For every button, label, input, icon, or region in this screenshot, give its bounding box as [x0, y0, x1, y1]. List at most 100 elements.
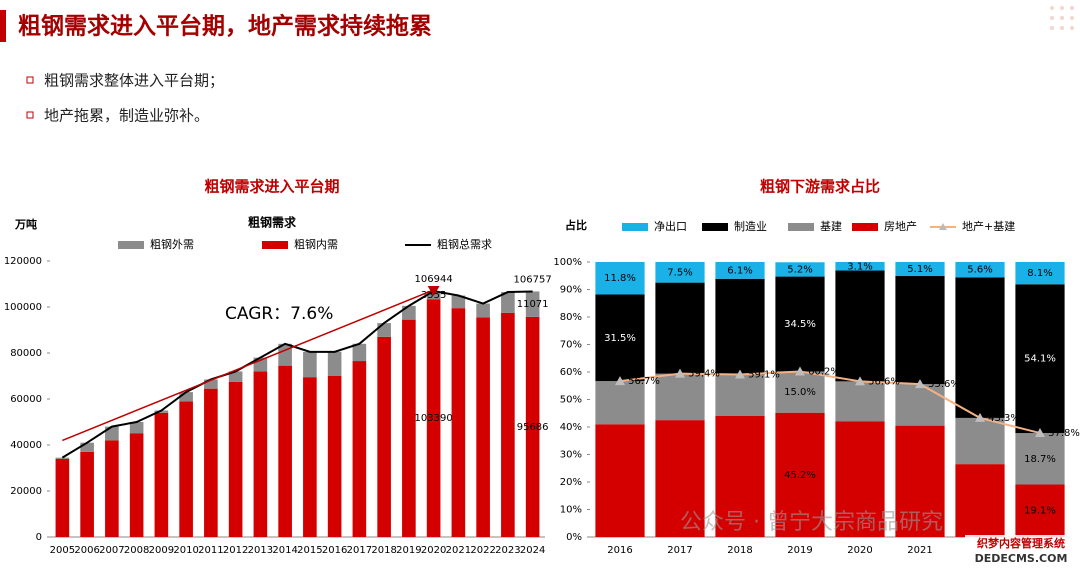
data-label: 7.5% — [667, 267, 692, 278]
line-marker — [1035, 428, 1045, 438]
legend-label: 粗钢总需求 — [437, 237, 492, 251]
bar-segment — [1015, 433, 1065, 485]
bullet-marker — [26, 76, 34, 84]
y-tick-label: 30% — [560, 450, 582, 461]
bar-segment — [228, 371, 243, 382]
bar-segment — [835, 270, 885, 382]
bar-segment — [303, 377, 317, 537]
bar-segment — [895, 384, 945, 426]
bar-segment — [525, 316, 540, 537]
legend-label: 房地产 — [884, 219, 917, 233]
bar-segment — [595, 424, 645, 537]
y-tick-label: 60% — [560, 367, 582, 378]
bar-segment — [129, 422, 144, 434]
chart-heading: 粗钢需求进入平台期 — [204, 178, 339, 196]
bar-segment — [451, 295, 466, 309]
bar-segment — [715, 262, 765, 279]
data-label: 18.7% — [1024, 454, 1056, 465]
data-label: 59.1% — [748, 369, 780, 380]
data-label: 11071 — [517, 299, 549, 310]
data-label: 106757 — [514, 274, 552, 285]
y-tick-label: 120000 — [4, 256, 42, 267]
y-tick-label: 80% — [560, 312, 582, 323]
data-label: 55.6% — [928, 379, 960, 390]
x-tick-label: 2022 — [470, 545, 495, 556]
line-marker — [915, 379, 925, 389]
bar-segment — [154, 410, 169, 413]
y-tick-label: 40000 — [10, 440, 42, 451]
bar-segment — [835, 421, 885, 537]
line-marker — [795, 366, 805, 376]
y-tick-label: 90% — [560, 285, 582, 296]
y-tick-label: 40% — [560, 422, 582, 433]
bar-segment — [835, 262, 885, 271]
y-tick-label: 100000 — [4, 302, 42, 313]
legend-label: 地产+基建 — [962, 219, 1015, 233]
x-tick-label: 2018 — [371, 545, 396, 556]
line-marker — [975, 412, 985, 422]
x-tick-label: 2010 — [173, 545, 198, 556]
bar-segment — [105, 440, 119, 537]
data-label: 15.0% — [784, 387, 816, 398]
bar-segment — [55, 457, 70, 459]
bar-segment — [1015, 262, 1065, 285]
x-tick-label: 2016 — [322, 545, 347, 556]
bar-segment — [775, 371, 825, 413]
chart-heading: 粗钢下游需求占比 — [760, 178, 880, 196]
data-label: 5.6% — [967, 265, 992, 276]
bar-segment — [154, 412, 169, 537]
x-tick-label: 2006 — [74, 545, 99, 556]
legend-label: 粗钢外需 — [150, 238, 194, 251]
bar-segment — [179, 401, 193, 537]
legend-swatch — [262, 241, 288, 249]
x-tick-label: 2016 — [607, 545, 632, 556]
x-tick-label: 2021 — [907, 545, 932, 556]
bar-segment — [129, 433, 144, 537]
x-tick-label: 2019 — [396, 545, 421, 556]
line — [61, 289, 533, 459]
x-tick-label: 2007 — [99, 545, 124, 556]
line-marker — [855, 376, 865, 386]
x-tick-label: 2013 — [248, 545, 273, 556]
data-label: 54.1% — [1024, 354, 1056, 365]
bar-segment — [715, 374, 765, 416]
bar-segment — [327, 376, 342, 537]
bar-segment — [377, 336, 391, 537]
legend-marker — [939, 223, 947, 230]
bar-segment — [55, 458, 70, 537]
line-marker — [675, 368, 685, 378]
bar-segment — [352, 343, 367, 362]
data-label: 37.8% — [1048, 428, 1080, 439]
data-label: 43.3% — [988, 413, 1020, 424]
trend-arrow — [62, 289, 434, 442]
decor-dots — [1050, 6, 1074, 30]
data-label: 6.1% — [727, 265, 752, 276]
bar-segment — [204, 379, 218, 389]
data-label: 5.1% — [907, 264, 932, 275]
bar-segment — [715, 416, 765, 537]
bar-segment — [1015, 484, 1065, 537]
x-tick-label: 2005 — [50, 545, 75, 556]
bullet: 地产拖累，制造业弥补。 — [44, 107, 209, 125]
bar-segment — [476, 303, 490, 318]
legend-swatch — [118, 241, 144, 249]
y-tick-label: 0 — [36, 532, 42, 543]
data-label: 59.4% — [688, 369, 720, 380]
bar-segment — [327, 351, 342, 376]
data-label: 95686 — [517, 422, 549, 433]
badge: DEDECMS.COM — [975, 552, 1068, 565]
x-tick-label: 2017 — [347, 545, 372, 556]
x-tick-label: 2008 — [124, 545, 149, 556]
line-marker — [735, 369, 745, 379]
y-tick-label: 50% — [560, 395, 582, 406]
trend-arrowhead — [427, 285, 440, 296]
bar-segment — [105, 426, 119, 441]
bar-segment — [955, 262, 1005, 278]
bar-segment — [595, 381, 645, 425]
data-label: 60.2% — [808, 366, 840, 377]
data-label: 5.2% — [787, 264, 812, 275]
x-tick-label: 2018 — [727, 545, 752, 556]
bar-segment — [775, 412, 825, 537]
bar-segment — [179, 392, 193, 402]
